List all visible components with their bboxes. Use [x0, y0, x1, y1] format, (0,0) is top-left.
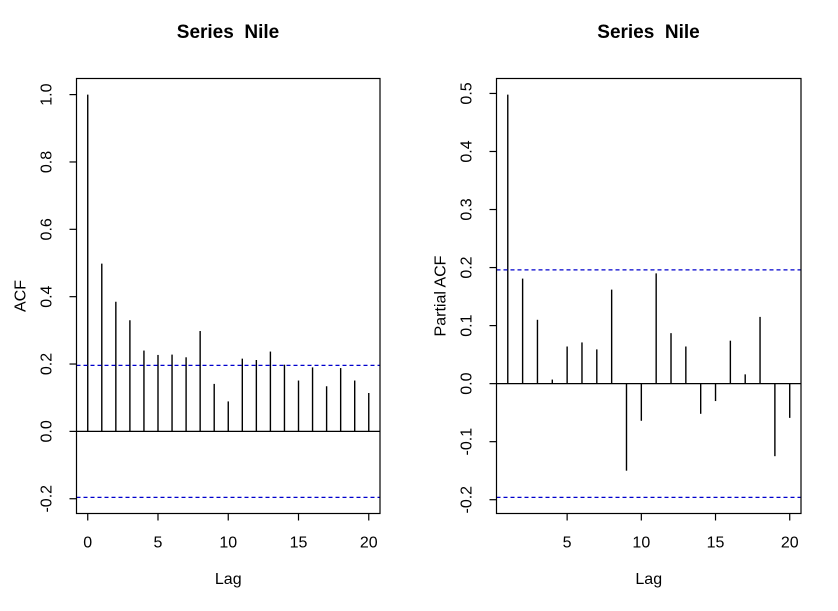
pacf-y-tick-label: -0.1 [459, 428, 476, 456]
pacf-x-axis-label: Lag [635, 571, 662, 588]
pacf-x-tick-label: 10 [632, 535, 650, 552]
pacf-y-tick-label: 0.1 [459, 314, 476, 336]
acf-x-tick-label: 10 [219, 535, 237, 552]
acf-y-tick-label: 1.0 [39, 83, 56, 105]
pacf-y-tick-label: 0.2 [459, 256, 476, 278]
pacf-plot-title: Series Nile [597, 22, 700, 43]
acf-y-tick-label: 0.6 [39, 218, 56, 240]
pacf-y-tick-label: 0.3 [459, 198, 476, 220]
pacf-x-tick-label: 5 [563, 535, 572, 552]
pacf-plot-box [495, 77, 802, 515]
acf-plot: 0 5 10 15 20 1.0 0.8 0.6 0.4 0.2 0.0 -0.2 Lag ACF [13, 77, 381, 588]
acf-plot-box [75, 77, 381, 515]
pacf-y-tick-label: 0.0 [459, 372, 476, 394]
acf-x-tick-label: 5 [154, 535, 163, 552]
acf-x-tick-label: 20 [360, 535, 378, 552]
pacf-y-tick-label: 0.5 [459, 82, 476, 104]
pacf-y-axis-label: Partial ACF [433, 255, 450, 336]
acf-x-tick-label: 0 [83, 535, 92, 552]
acf-y-tick-label: -0.2 [39, 485, 56, 513]
acf-x-axis-label: Lag [215, 571, 242, 588]
acf-y-tick-label: 0.2 [39, 353, 56, 375]
pacf-plot: 5 10 15 20 0.5 0.4 0.3 0.2 0.1 0.0 -0.1 -0.2 Lag Part… [433, 77, 802, 588]
acf-y-tick-label: 0.0 [39, 420, 56, 442]
pacf-x-tick-label: 20 [781, 535, 799, 552]
acf-x-tick-label: 15 [290, 535, 308, 552]
acf-y-tick-label: 0.8 [39, 151, 56, 173]
pacf-y-tick-label: -0.2 [459, 486, 476, 514]
acf-y-tick-label: 0.4 [39, 285, 56, 307]
acf-y-axis-label: ACF [13, 280, 30, 312]
acf-plot-title: Series Nile [176, 22, 280, 43]
pacf-x-tick-label: 15 [707, 535, 725, 552]
pacf-y-tick-label: 0.4 [459, 140, 476, 162]
